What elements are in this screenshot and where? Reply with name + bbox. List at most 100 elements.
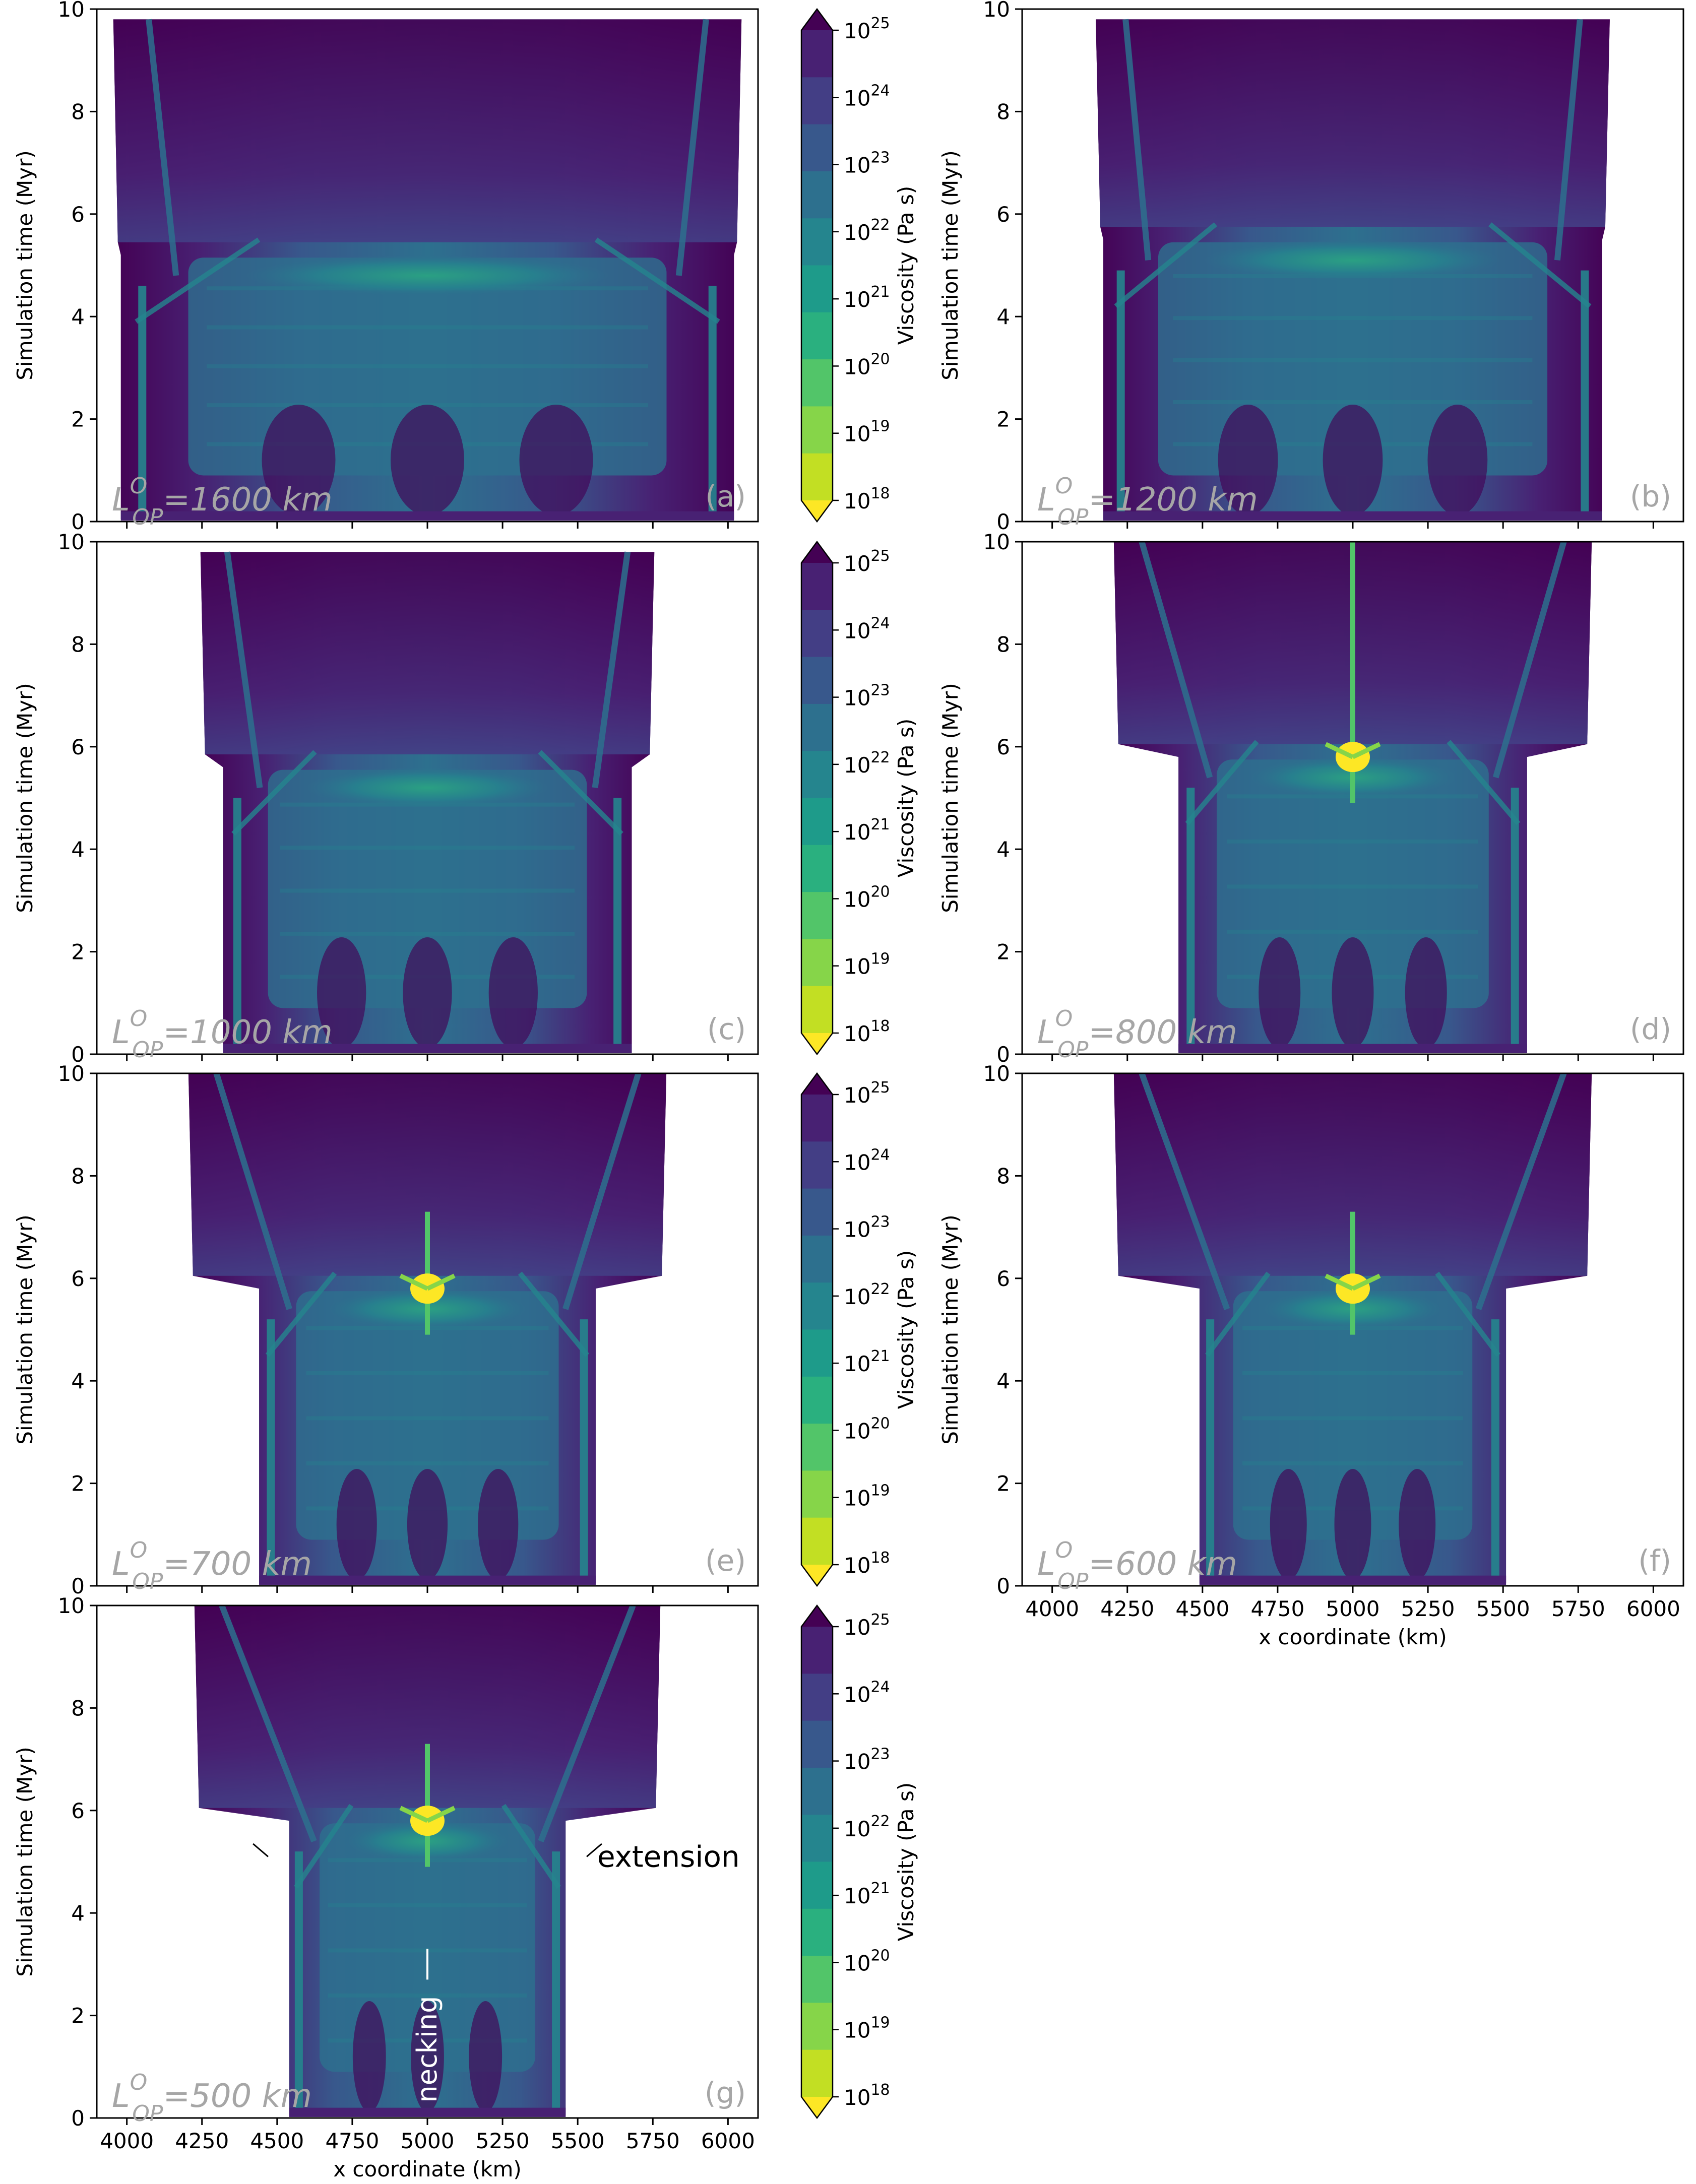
colorbar-tick-label: 1018 [844,2081,890,2110]
colorbar-bin [801,453,833,501]
colorbar-tick-label: 1023 [844,1746,890,1774]
dense-lobe [1332,937,1374,1048]
diagonal-shear-zone [294,1804,354,1889]
colorbar: 1025 1024 1023 1022 1021 1020 1019 1018 Viscosit… [800,540,918,1056]
colorbar-tick-label: 1025 [844,15,890,43]
viscosity-band [306,1416,549,1421]
y-tick-label: 2 [71,2004,85,2028]
y-axis-label: Simulation time (Myr) [13,683,37,913]
viscosity-band [1173,316,1533,320]
y-tick-label: 4 [996,1369,1010,1393]
colorbar-tick-label: 1020 [844,1947,890,1975]
upper-domain [188,1073,667,1276]
colorbar-bin [801,406,833,454]
diagonal-shear-zone [1205,1271,1271,1357]
x-axis-label: x coordinate (km) [333,2157,522,2181]
y-tick-label: 10 [58,1061,85,1086]
diagonal-shear-zone [594,237,720,324]
viscosity-field [1096,19,1610,521]
x-tick-label: 5250 [1401,1596,1455,1621]
dense-lobe [1270,1468,1307,1580]
y-tick-label: 2 [71,1471,85,1496]
colorbar-bin [801,2003,833,2050]
y-tick-label: 6 [996,735,1010,759]
necking-callout: necking [411,1996,443,2103]
viscosity-band [1227,839,1479,844]
panel-d: 0 2 4 6 8 10 Simulation time (Myr) LO OP=800 km (… [938,530,1684,1067]
colorbar-bin [801,1235,833,1283]
colorbar-tick-label: 1025 [844,1079,890,1108]
colorbar-tick-label: 1025 [844,547,890,576]
colorbar-extend-bottom [801,1033,833,1054]
colorbar-bin [801,171,833,219]
colorbar-bin [801,1424,833,1471]
panel-e: 0 2 4 6 8 10 Simulation time (Myr) LO OP=700 km (… [13,1061,759,1598]
colorbar-bin [801,1674,833,1721]
colorbar-bin [801,265,833,313]
panel-letter: (f) [1638,1544,1671,1578]
upper-domain [113,19,742,242]
x-tick-label: 5750 [1551,1596,1605,1621]
upper-shear-zone [1554,19,1583,261]
y-tick-label: 4 [996,837,1010,862]
necking-branch [1352,1273,1381,1291]
colorbar-bin [801,610,833,658]
width-annotation: LO OP=1200 km [1037,473,1258,530]
colorbar-bin [801,563,833,611]
colorbar-tick-label: 1023 [844,1213,890,1242]
diagonal-shear-zone [1488,222,1592,308]
y-tick-label: 8 [996,1164,1010,1188]
y-tick-label: 4 [71,1369,85,1393]
width-annotation: LO OP=1000 km [112,1006,333,1063]
y-tick-label: 0 [71,2106,85,2131]
colorbar-label: Viscosity (Pa s) [894,186,918,345]
y-tick-label: 2 [996,1471,1010,1496]
y-tick-label: 8 [71,1164,85,1188]
y-axis-label: Simulation time (Myr) [938,150,963,380]
y-tick-label: 8 [996,632,1010,657]
colorbar-bin [801,1329,833,1377]
upper-domain [194,1605,661,1808]
dense-lobe [1334,1468,1371,1580]
colorbar-extend-top [801,9,833,30]
colorbar-tick-label: 1021 [844,1880,890,1908]
colorbar-tick-label: 1024 [844,614,890,643]
y-tick-label: 4 [71,304,85,329]
y-tick-label: 8 [71,1696,85,1720]
colorbar: 1025 1024 1023 1022 1021 1020 1019 1018 Viscosit… [800,1072,918,1587]
diagonal-shear-zone [501,1804,561,1889]
colorbar-bin [801,1141,833,1189]
colorbar-extend-top [801,542,833,563]
y-tick-label: 2 [996,940,1010,965]
colorbar-tick-label: 1019 [844,2014,890,2043]
colorbar-tick-label: 1024 [844,1146,890,1175]
colorbar-tick-label: 1023 [844,682,890,711]
upper-shear-zone [1475,1073,1567,1310]
extension-arrow-left [253,1843,269,1857]
colorbar-bin [801,1767,833,1816]
extension-band [243,255,611,296]
viscosity-band [1242,1416,1463,1421]
upper-shear-zone [562,1073,642,1310]
upper-shear-zone [675,19,709,276]
y-tick-label: 10 [983,0,1010,22]
dense-lobe [1323,404,1383,516]
panel-letter: (b) [1630,479,1671,513]
colorbar-bin [801,1282,833,1330]
panel-c: 0 2 4 6 8 10 Simulation time (Myr) LO OP=1000 km… [13,530,759,1067]
y-tick-label: 10 [983,530,1010,554]
x-tick-label: 4750 [1250,1596,1304,1621]
viscosity-band [1173,358,1533,362]
y-tick-label: 6 [71,735,85,759]
x-tick-label: 4000 [1025,1596,1079,1621]
necking-branch [399,1806,428,1823]
dense-lobe [403,937,452,1048]
y-tick-label: 0 [71,1042,85,1067]
colorbar-tick-label: 1021 [844,816,890,845]
colorbar-extend-bottom [801,1565,833,1586]
x-tick-label: 4750 [325,2129,379,2153]
panel-f: 0 2 4 6 8 10 Simulation time (Myr) 4000 4250 4500… [938,1061,1684,1649]
dense-lobe [411,2001,444,2112]
diagonal-shear-zone [538,750,623,836]
